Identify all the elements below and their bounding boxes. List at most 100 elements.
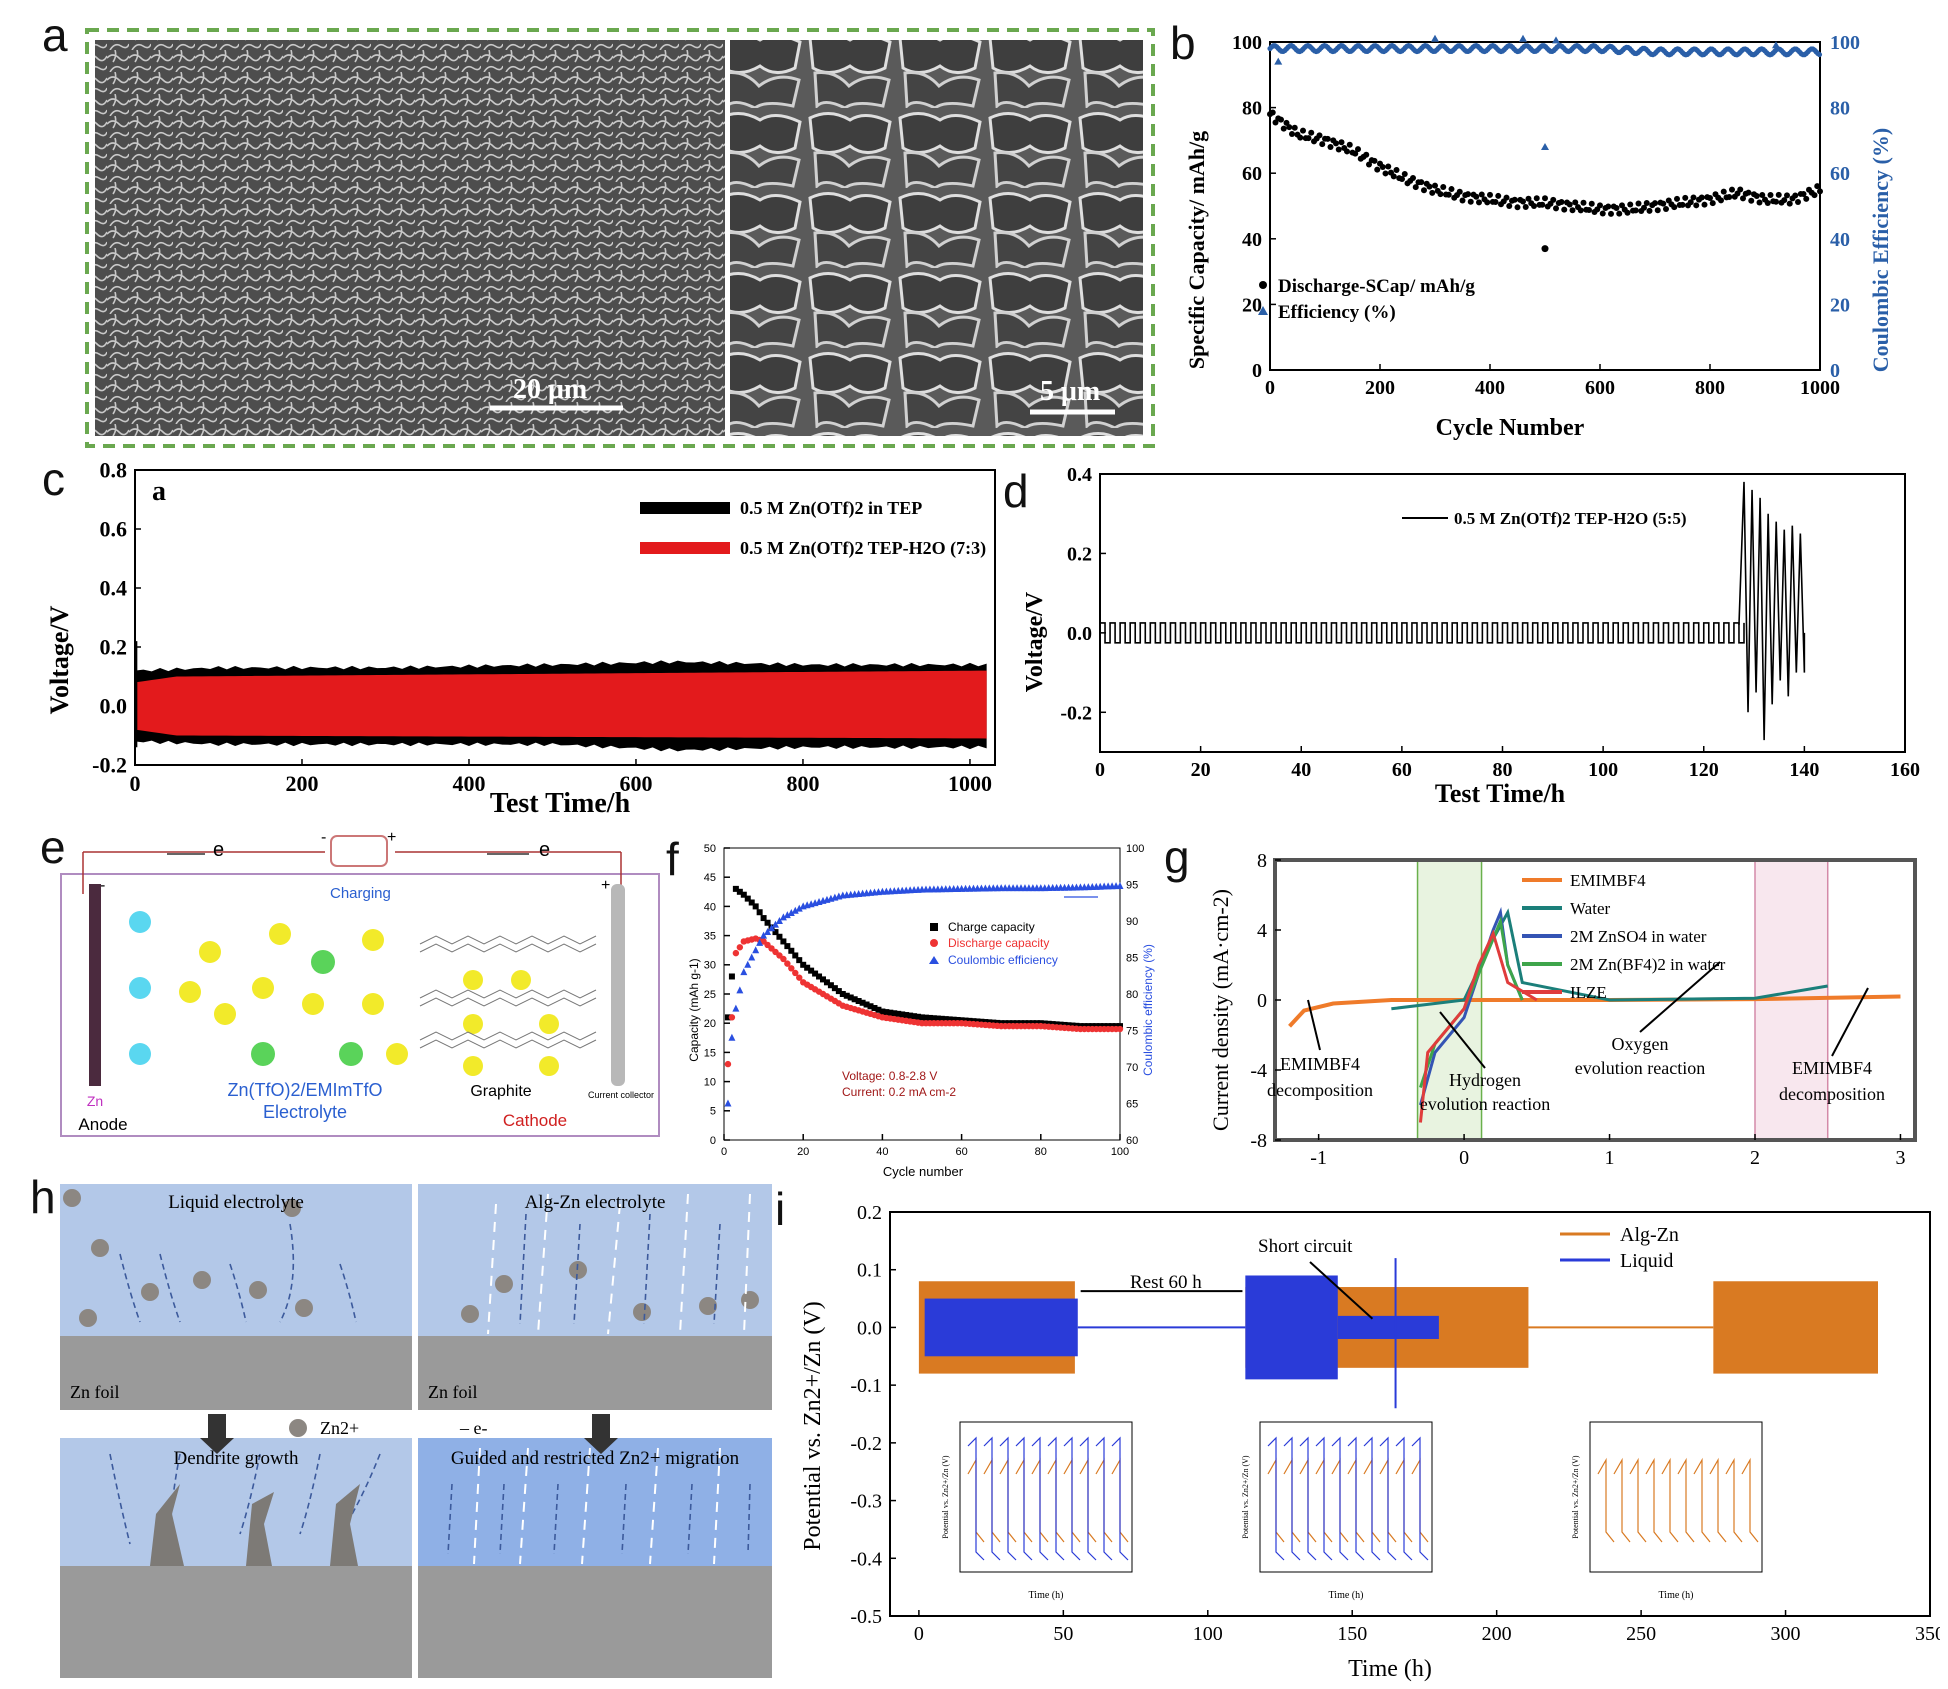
b-point-capacity [1682,194,1689,201]
f-point-charge [732,885,739,892]
chart-b: 0 200 400 600 800 100002040608010002040608010… [1184,32,1893,441]
x-tick-label-8: 160 [1890,759,1920,781]
b-point-capacity [1748,197,1755,204]
x-tick-label-2: 400 [452,771,485,796]
i-inset-alg-2 [1677,1457,1695,1543]
b-point-capacity [1663,206,1669,213]
f-point-charge [907,1012,914,1019]
b-point-capacity [1775,191,1782,198]
y-tick-label-3: 4 [1257,920,1267,942]
b-point-capacity [1635,200,1642,207]
b-point-capacity [1737,186,1744,193]
i-inset-alg-2 [1629,1457,1647,1543]
c-legend-tep: 0.5 M Zn(OTf)2 in TEP [740,498,922,519]
f-legend-marker-discharge [930,939,938,947]
f-point-ce [744,960,752,968]
f-point-discharge [784,960,791,967]
y-tick-label-5: 100 [1232,32,1262,54]
b-point-capacity [1385,163,1392,170]
f-point-charge [804,964,811,971]
y-tick-label-1: 0.0 [100,694,128,719]
y-tick-label-0: -0.2 [92,753,127,778]
f-point-charge [946,1016,953,1023]
i-inset-liquid-1 [1347,1436,1365,1561]
i-inset-xlabel-2: Time (h) [1659,1590,1694,1601]
f-y2-tick-label-4: 80 [1126,989,1138,1001]
x-tick-label-2: 1 [1605,1147,1615,1169]
f-point-discharge [736,944,744,951]
b-point-capacity [1338,139,1345,146]
x-tick-label-4: 800 [1695,377,1725,399]
e-battery-plus: + [387,829,396,846]
y-tick-label-1: -4 [1250,1060,1267,1082]
i-band-liquid-2 [1337,1315,1439,1339]
y-tick-label-0: -0.5 [850,1606,882,1628]
f-point-charge [915,1013,922,1020]
b-y2-tick-label-1: 20 [1830,294,1850,316]
b-point-capacity [1580,199,1587,206]
b-point-capacity [1586,207,1592,214]
e-battery-minus: - [321,829,326,846]
y-tick-label-3: 15 [704,1047,716,1059]
panel-letter-g: g [1164,831,1190,883]
b-point-capacity [1327,143,1334,150]
f-point-discharge [788,965,795,972]
b-point-capacity [1525,195,1532,202]
f-point-ce [779,913,787,921]
i-inset-liquid-0 [1063,1436,1081,1561]
panel-letter-e: e [40,821,66,873]
i-band-liquid-0 [924,1298,1078,1357]
sem-image-right [730,40,1143,436]
b-point-capacity [1811,192,1818,199]
f-point-charge [903,1012,910,1019]
b-ylabel-left: Specific Capacity/ mAh/g [1184,131,1209,369]
x-tick-label-3: 60 [1392,759,1412,781]
x-tick-label-4: 800 [786,771,819,796]
b-point-capacity [1764,199,1771,206]
e-graphite-layers [419,935,597,1049]
panel-letter-f: f [666,833,679,885]
i-inset-liquid-1 [1379,1436,1397,1561]
b-point-capacity [1679,201,1686,208]
f-legend-ce: Coulombic efficiency [948,953,1058,967]
b-point-capacity [1707,195,1713,202]
y-tick-label-2: 0.2 [100,635,128,660]
b-point-capacity [1390,173,1397,180]
x-tick-label-6: 120 [1689,759,1719,781]
y-tick-label-5: 0.0 [857,1317,882,1339]
f-point-charge [843,992,850,999]
f-point-charge [883,1009,890,1016]
f-point-charge [820,976,826,983]
b-point-capacity [1599,210,1606,217]
b-point-capacity [1333,140,1339,147]
f-point-charge [895,1010,902,1017]
y-tick-label-2: 0 [1257,990,1267,1012]
g-line-1 [1391,908,1828,1011]
x-tick-label-7: 140 [1789,759,1819,781]
f-point-charge [847,994,854,1001]
b-point-capacity [1448,186,1455,193]
i-inset-liquid-0 [999,1436,1017,1561]
b-point-capacity [1720,188,1727,195]
x-tick-label-0: 0 [1095,759,1105,781]
f-point-charge [938,1015,945,1022]
f-point-discharge [1116,1025,1124,1033]
panel-letter-i: i [775,1183,786,1235]
b-point-capacity [1522,203,1529,210]
f-point-discharge [724,1060,732,1068]
i-legend-alg: Alg-Zn [1620,1224,1679,1246]
f-point-charge [800,961,807,968]
b-point-capacity [1487,191,1493,198]
b-ylabel-right: Coulombic Efficiency (%) [1868,128,1893,372]
b-point-capacity [1729,186,1735,193]
b-point-capacity [1572,199,1579,206]
b-point-capacity [1379,163,1386,170]
b-point-capacity [1437,191,1444,198]
chart-c: 0 200 400 600 800 1000 -0.2 0.0 0.2 0.4 0.6 0.8 a V… [45,460,996,819]
b-point-capacity [1286,124,1293,131]
b-point-capacity [1613,204,1620,211]
c-legend-swatch-tep [640,502,730,514]
b-point-capacity [1533,195,1540,202]
g-annotation-arrow-0 [1307,999,1321,1051]
